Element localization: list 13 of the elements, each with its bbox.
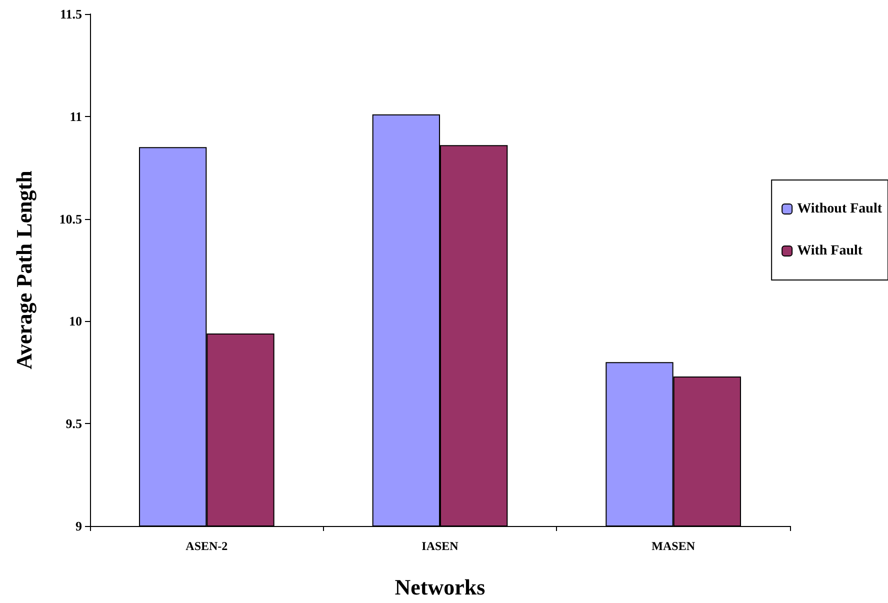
x-tick-label: IASEN [422,539,459,553]
x-tick-label: ASEN-2 [186,539,228,553]
y-tick-label: 11.5 [60,6,82,22]
y-axis-title: Average Path Length [12,170,36,370]
x-axis-title: Networks [394,574,486,600]
x-tick-label: MASEN [652,539,696,553]
legend-label: Without Fault [797,202,882,216]
y-tick-label: 10 [69,314,82,329]
y-tick-label: 10.5 [59,211,82,226]
y-tick-label: 9 [76,518,82,534]
y-tick-label: 9.5 [66,416,82,432]
y-tick-label: 11 [70,108,82,124]
legend-label: With Fault [797,244,863,258]
